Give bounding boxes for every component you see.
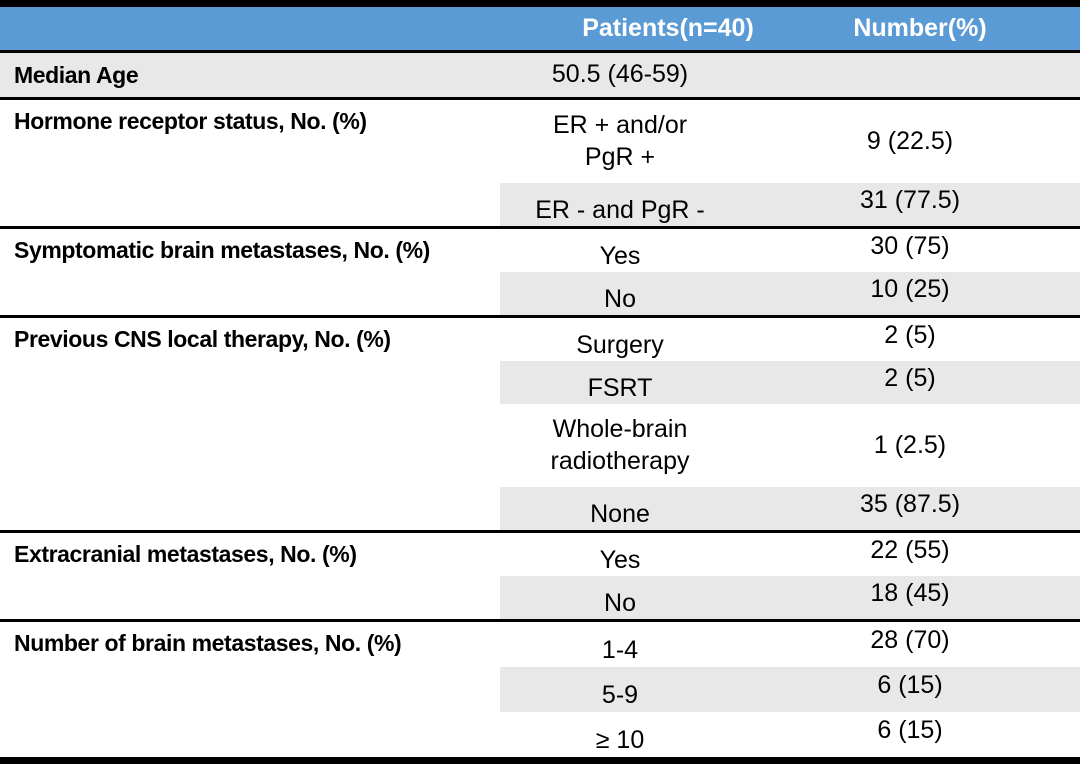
table-row: ER - and PgR - 31 (77.5): [500, 183, 1080, 226]
row-group-symptomatic-brain-metastases: Symptomatic brain metastases, No. (%) Ye…: [0, 226, 1080, 315]
category-text: 1-4: [601, 635, 639, 664]
header-number-label: Number(%): [853, 14, 987, 42]
value-cell: [740, 53, 1080, 97]
category-text: Surgery: [576, 330, 664, 359]
group-subrows: 50.5 (46-59): [500, 53, 1080, 97]
category-cell: 5-9: [500, 667, 740, 712]
group-label: Hormone receptor status, No. (%): [14, 108, 367, 134]
value-cell: 31 (77.5): [740, 183, 1080, 226]
category-text: 5-9: [601, 680, 639, 709]
category-cell: ≥ 10: [500, 712, 740, 757]
value-cell: 22 (55): [740, 533, 1080, 576]
category-text: Yes: [599, 545, 641, 574]
category-text: No: [604, 284, 636, 313]
value-cell: 2 (5): [740, 318, 1080, 361]
table-row: None 35 (87.5): [500, 487, 1080, 530]
group-subrows: Yes 30 (75) No 10 (25): [500, 229, 1080, 315]
group-subrows: Surgery 2 (5) FSRT 2 (5) Whole-brain rad…: [500, 318, 1080, 530]
category-cell: No: [500, 272, 740, 315]
category-cell: ER - and PgR -: [500, 183, 740, 226]
category-text: ≥ 10: [595, 725, 645, 754]
row-group-number-of-brain-metastases: Number of brain metastases, No. (%) 1-4 …: [0, 619, 1080, 757]
value-text: 6 (15): [877, 671, 943, 699]
value-text: 31 (77.5): [859, 186, 961, 214]
value-cell: 18 (45): [740, 576, 1080, 619]
category-cell: 1-4: [500, 622, 740, 667]
table-row: 50.5 (46-59): [500, 53, 1080, 97]
value-text: 6 (15): [877, 716, 943, 744]
value-text: 2 (5): [884, 364, 936, 392]
value-cell: 9 (22.5): [740, 100, 1080, 183]
category-text: Whole-brain radiotherapy: [550, 415, 690, 475]
header-empty-cell: [0, 7, 500, 50]
row-group-previous-cns-local-therapy: Previous CNS local therapy, No. (%) Surg…: [0, 315, 1080, 530]
group-subrows: ER + and/or PgR + 9 (22.5) ER - and PgR …: [500, 100, 1080, 226]
group-subrows: Yes 22 (55) No 18 (45): [500, 533, 1080, 619]
category-cell: FSRT: [500, 361, 740, 404]
table-row: ER + and/or PgR + 9 (22.5): [500, 100, 1080, 183]
category-cell: Yes: [500, 533, 740, 576]
table-row: 1-4 28 (70): [500, 622, 1080, 667]
value-cell: 1 (2.5): [740, 404, 1080, 487]
category-text: No: [604, 588, 636, 617]
value-cell: 2 (5): [740, 361, 1080, 404]
category-text: ER - and PgR -: [535, 195, 705, 224]
category-text: ER + and/or PgR +: [552, 111, 688, 171]
group-label: Symptomatic brain metastases, No. (%): [14, 237, 430, 263]
category-text: 50.5 (46-59): [551, 60, 689, 89]
value-text: 28 (70): [870, 626, 950, 654]
value-text: 18 (45): [870, 579, 950, 607]
category-cell: ER + and/or PgR +: [500, 100, 740, 183]
value-cell: 10 (25): [740, 272, 1080, 315]
header-patients-label: Patients(n=40): [582, 14, 754, 42]
group-subrows: 1-4 28 (70) 5-9 6 (15) ≥ 10 6 (15): [500, 622, 1080, 757]
value-cell: 28 (70): [740, 622, 1080, 667]
category-cell: Whole-brain radiotherapy: [500, 404, 740, 487]
category-cell: No: [500, 576, 740, 619]
group-label: Median Age: [14, 61, 139, 88]
table-row: Yes 22 (55): [500, 533, 1080, 576]
table-row: Yes 30 (75): [500, 229, 1080, 272]
category-text: Yes: [599, 241, 641, 270]
category-cell: 50.5 (46-59): [500, 53, 740, 97]
value-text: 1 (2.5): [873, 431, 947, 459]
category-cell: Surgery: [500, 318, 740, 361]
category-text: None: [590, 499, 650, 528]
table-row: No 10 (25): [500, 272, 1080, 315]
value-text: 30 (75): [870, 232, 950, 260]
category-text: FSRT: [587, 373, 653, 402]
group-label: Previous CNS local therapy, No. (%): [14, 326, 391, 352]
value-cell: 6 (15): [740, 667, 1080, 712]
table-row: 5-9 6 (15): [500, 667, 1080, 712]
table-bottom-border: [0, 757, 1080, 764]
group-label: Extracranial metastases, No. (%): [14, 541, 357, 567]
value-text: 35 (87.5): [859, 490, 961, 518]
table-row: FSRT 2 (5): [500, 361, 1080, 404]
value-text: 10 (25): [870, 275, 950, 303]
value-cell: 6 (15): [740, 712, 1080, 757]
table-row: Surgery 2 (5): [500, 318, 1080, 361]
value-cell: 30 (75): [740, 229, 1080, 272]
row-group-extracranial-metastases: Extracranial metastases, No. (%) Yes 22 …: [0, 530, 1080, 619]
table-header-row: Patients(n=40) Number(%): [0, 7, 1080, 53]
table-row: ≥ 10 6 (15): [500, 712, 1080, 757]
value-text: 22 (55): [870, 536, 950, 564]
row-group-hormone-receptor-status: Hormone receptor status, No. (%) ER + an…: [0, 97, 1080, 226]
category-cell: None: [500, 487, 740, 530]
value-text: 2 (5): [884, 321, 936, 349]
value-text: 9 (22.5): [866, 127, 954, 155]
group-label: Number of brain metastases, No. (%): [14, 630, 402, 656]
table-top-border: [0, 0, 1080, 7]
row-group-median-age: Median Age 50.5 (46-59): [0, 53, 1080, 97]
table-row: Whole-brain radiotherapy 1 (2.5): [500, 404, 1080, 487]
category-cell: Yes: [500, 229, 740, 272]
value-cell: 35 (87.5): [740, 487, 1080, 530]
table-row: No 18 (45): [500, 576, 1080, 619]
